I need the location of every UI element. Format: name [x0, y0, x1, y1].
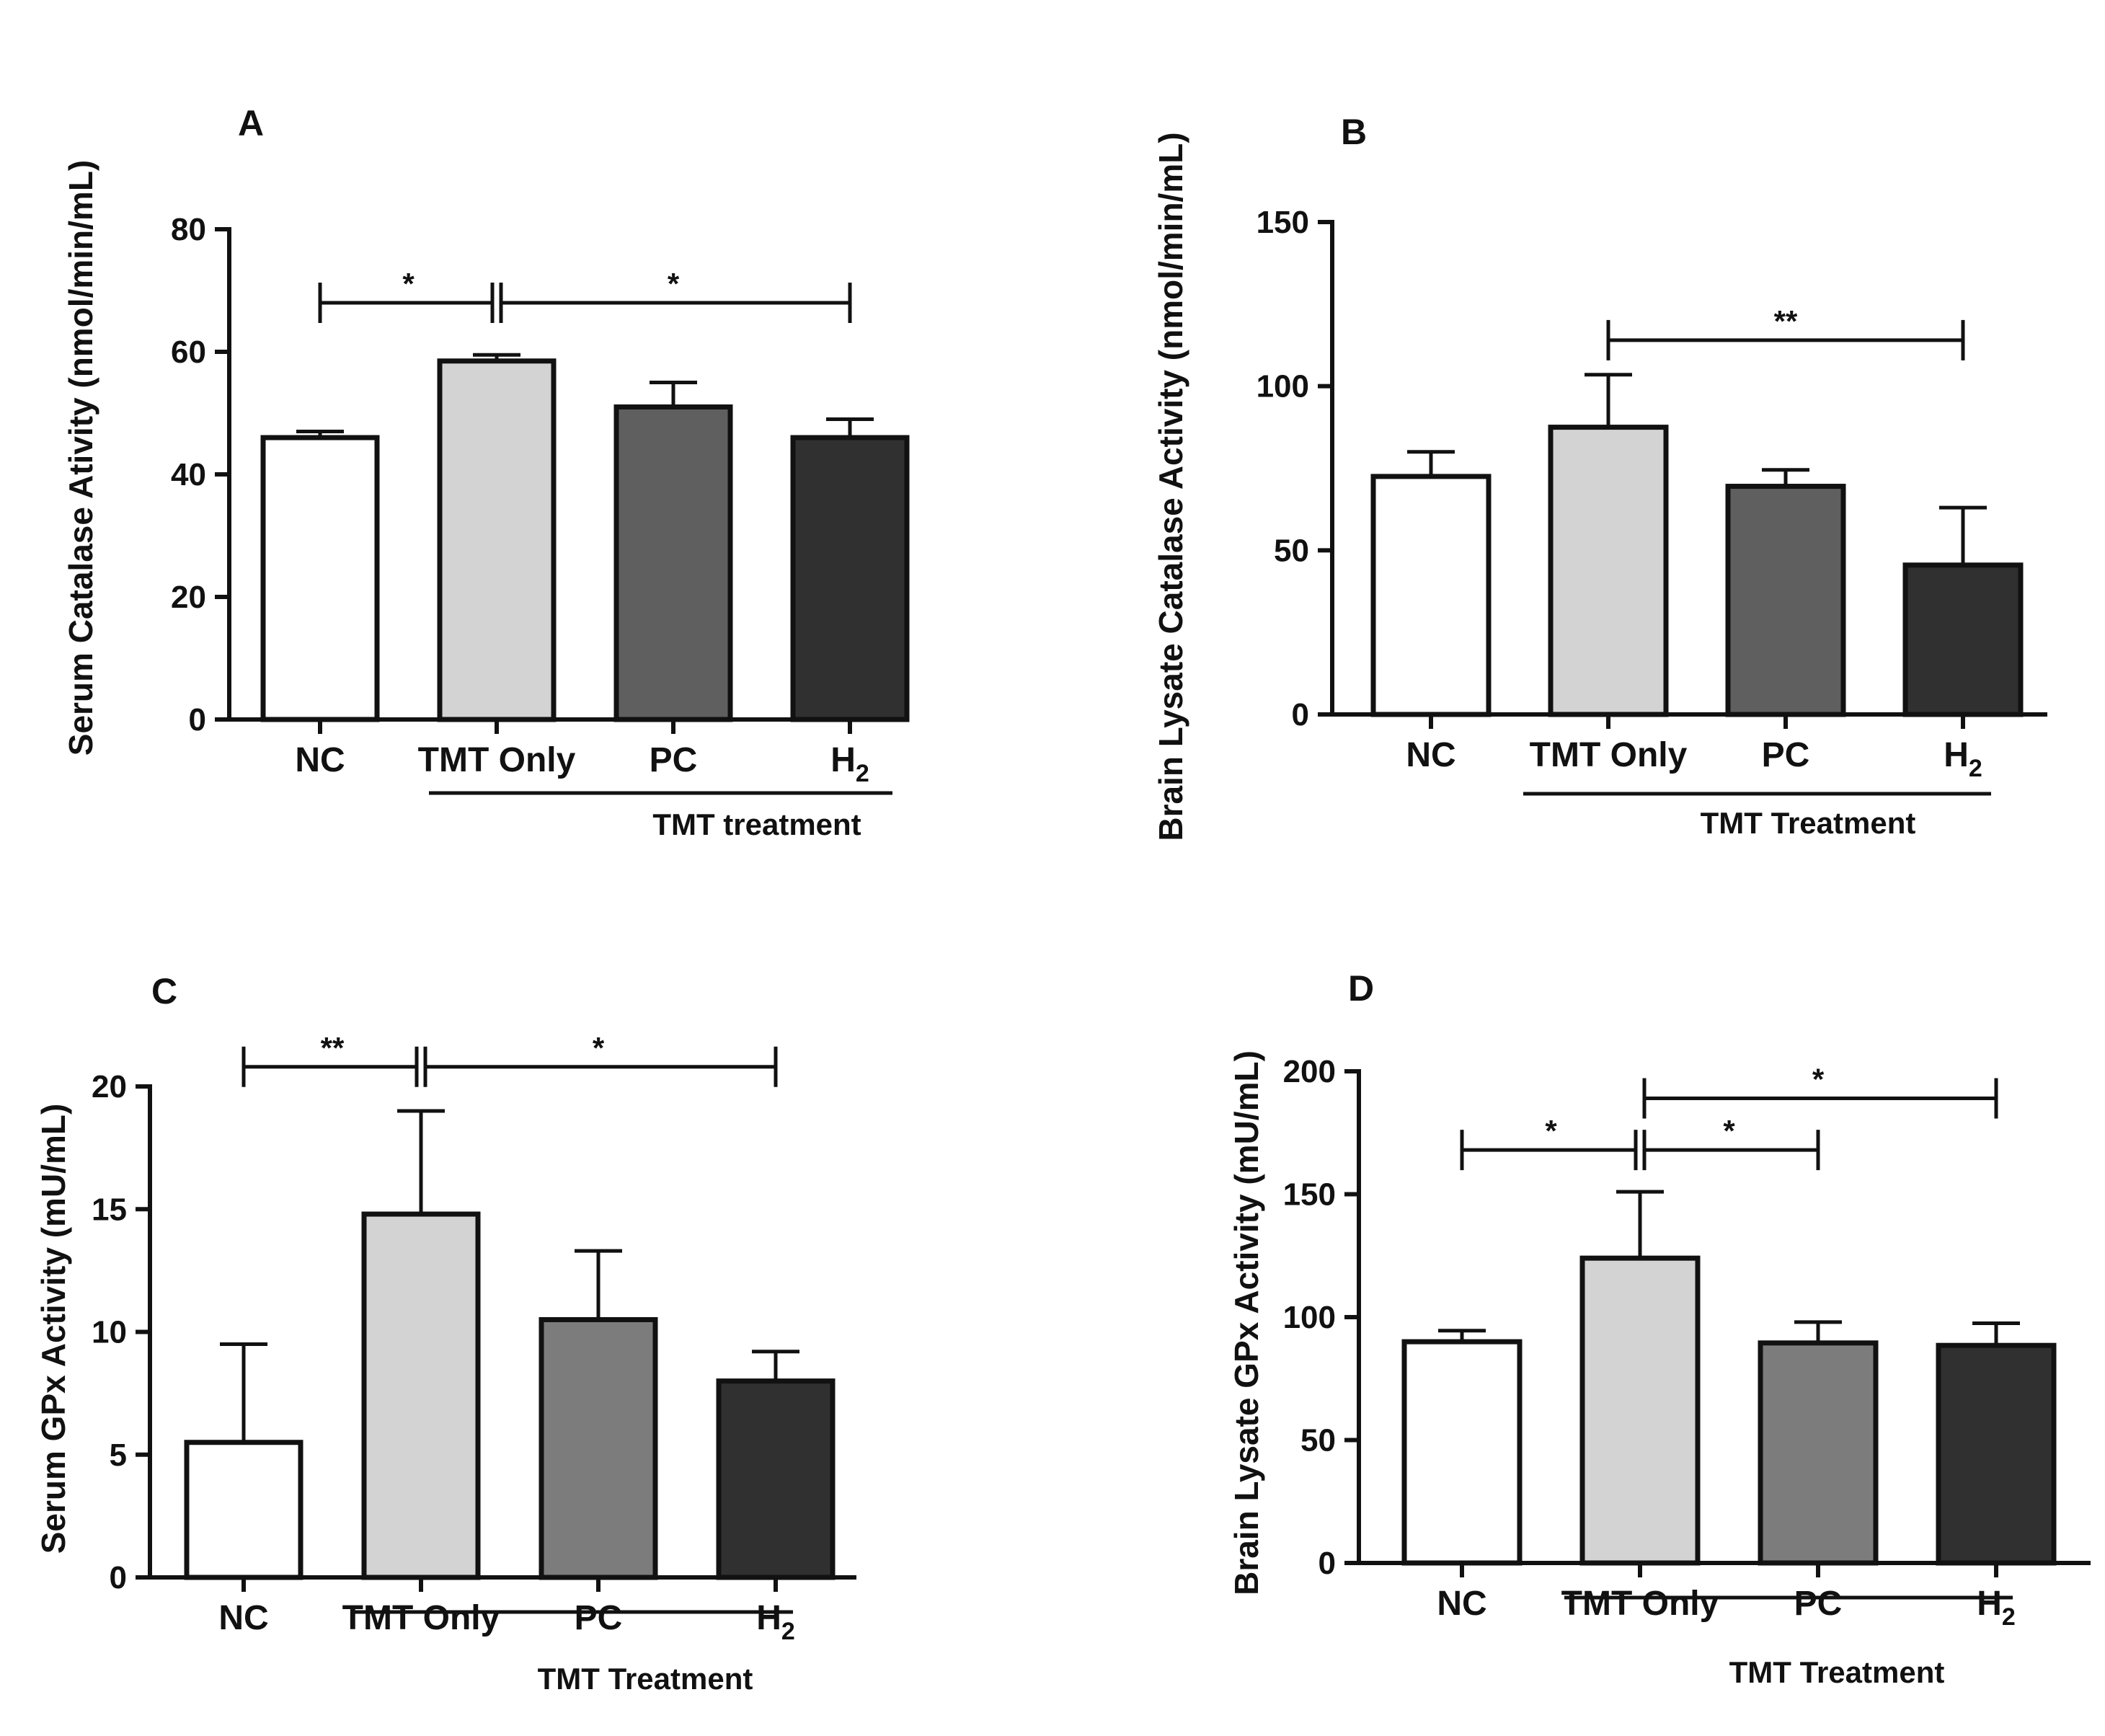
y-axis-label: Brain Lysate Catalase Activity (nmol/min…	[1152, 132, 1189, 841]
bar-pc	[539, 1316, 658, 1580]
chart-panel-c: C Serum GPx Activity (mU/mL) 0 5 10 15 20 NC TMT…	[35, 971, 856, 1696]
x-category-label: H2	[756, 1599, 795, 1645]
x-category-label: NC	[1437, 1585, 1486, 1623]
group-label: TMT Treatment	[1729, 1655, 1945, 1689]
chart-panel-d: D Brain Lysate GPx Activity (mU/mL) 0 50 100…	[1228, 968, 2091, 1689]
x-category-label: H2	[830, 741, 869, 787]
y-tick-label: 15	[92, 1192, 127, 1227]
bar-tmt-only	[1579, 1255, 1701, 1566]
y-tick-label: 0	[1319, 1546, 1336, 1581]
significance-label: **	[1774, 304, 1798, 338]
panel-letter: D	[1348, 968, 1374, 1009]
bar-h2	[1936, 1342, 2057, 1566]
y-tick-label: 200	[1283, 1054, 1336, 1089]
significance-label: *	[668, 267, 680, 301]
bar-pc	[613, 404, 733, 722]
x-category-label: NC	[1406, 736, 1455, 774]
significance-label: *	[593, 1031, 605, 1065]
x-category-label: NC	[218, 1599, 268, 1637]
y-axis-label: Brain Lysate GPx Activity (mU/mL)	[1228, 1050, 1265, 1595]
group-label: TMT treatment	[652, 807, 861, 841]
bar-tmt-only	[361, 1211, 481, 1580]
y-tick-label: 0	[110, 1560, 127, 1595]
x-category-label: PC	[575, 1599, 623, 1637]
bar-nc	[1370, 474, 1492, 717]
bar-h2	[790, 435, 910, 722]
y-tick-label: 10	[92, 1315, 127, 1350]
x-category-label: TMT Only	[1530, 736, 1688, 774]
significance-label: **	[321, 1031, 345, 1065]
y-tick-label: 5	[110, 1438, 127, 1473]
bar-tmt-only	[1548, 425, 1669, 717]
x-category-label: PC	[650, 741, 698, 779]
x-category-label: PC	[1762, 736, 1810, 774]
y-axis-label: Serum Catalase Ativity (nmol/min/mL)	[62, 160, 99, 756]
y-tick-label: 0	[1292, 697, 1309, 732]
x-category-label: PC	[1794, 1585, 1843, 1623]
y-tick-label: 40	[171, 457, 206, 492]
significance-label: *	[1723, 1114, 1735, 1148]
y-tick-label: 150	[1257, 205, 1309, 240]
y-axis-label: Serum GPx Activity (mU/mL)	[35, 1104, 72, 1554]
significance-label: *	[402, 267, 415, 301]
group-label: TMT Treatment	[1701, 806, 1916, 840]
y-tick-label: 100	[1283, 1300, 1336, 1335]
chart-panel-a: A Serum Catalase Ativity (nmol/min/mL) 0 20…	[62, 103, 910, 841]
x-category-label: NC	[295, 741, 345, 779]
x-category-label: H2	[1977, 1585, 2016, 1631]
bar-h2	[716, 1378, 836, 1580]
bar-pc	[1758, 1340, 1879, 1566]
group-label: TMT Treatment	[538, 1662, 753, 1696]
bar-h2	[1902, 562, 2024, 717]
bar-nc	[1401, 1339, 1523, 1566]
bar-nc	[260, 435, 380, 722]
bar-tmt-only	[437, 358, 557, 722]
x-category-label: H2	[1944, 736, 1982, 782]
panel-letter: C	[151, 971, 177, 1011]
significance-label: *	[1812, 1063, 1825, 1097]
y-tick-label: 50	[1300, 1423, 1336, 1458]
y-tick-label: 100	[1257, 369, 1309, 404]
y-tick-label: 0	[189, 702, 206, 738]
y-tick-label: 50	[1274, 533, 1309, 568]
x-category-label: TMT Only	[418, 741, 576, 779]
significance-label: *	[1545, 1114, 1557, 1148]
x-category-label: TMT Only	[342, 1599, 500, 1637]
panel-letter: B	[1341, 112, 1367, 152]
x-category-label: TMT Only	[1561, 1585, 1719, 1623]
bar-pc	[1725, 484, 1846, 717]
y-tick-label: 150	[1283, 1177, 1336, 1213]
y-tick-label: 20	[171, 580, 206, 615]
panel-letter: A	[238, 103, 264, 143]
y-tick-label: 80	[171, 212, 206, 247]
y-tick-label: 60	[171, 335, 206, 370]
y-tick-label: 20	[92, 1069, 127, 1104]
bar-nc	[184, 1440, 303, 1580]
chart-panel-b: B Brain Lysate Catalase Activity (nmol/mi…	[1152, 112, 2047, 841]
